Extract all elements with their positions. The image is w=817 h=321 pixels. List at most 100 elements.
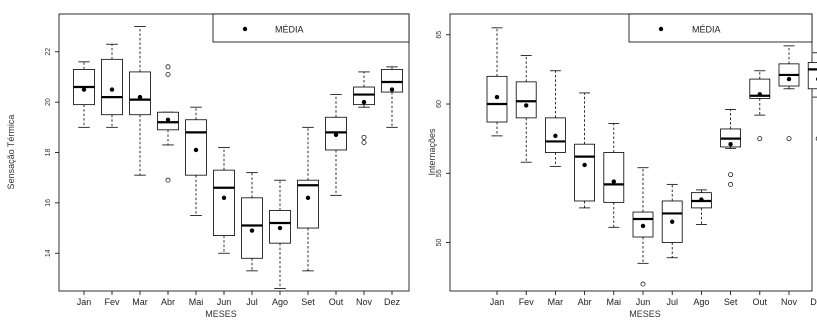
mean-marker [165, 117, 171, 122]
legend-box [212, 13, 410, 43]
x-tick-label: Nov [356, 297, 373, 307]
box-dez [807, 52, 817, 141]
x-tick-label: Jan [77, 297, 92, 307]
x-axis: Jan Fev Mar Abr Mai Jun Jul Ago Set Out Nov Dez [490, 291, 817, 307]
x-tick-label: Abr [161, 297, 175, 307]
x-tick-label: Mai [607, 297, 622, 307]
iqr-box [129, 71, 151, 116]
mean-marker [305, 195, 311, 201]
box-ago [269, 179, 291, 289]
x-tick-label: Jul [666, 297, 678, 307]
mean-marker [728, 141, 733, 147]
iqr-box [353, 86, 375, 106]
x-tick-label: Set [724, 297, 738, 307]
box-set [720, 109, 741, 187]
mean-marker [553, 133, 558, 139]
x-tick-label: Set [301, 297, 315, 307]
box-nov [778, 45, 800, 142]
iqr-box [807, 62, 817, 90]
legend-mean-marker [242, 26, 248, 32]
outlier-point [361, 134, 367, 140]
plot-frame [449, 13, 813, 292]
iqr-box [185, 119, 207, 176]
box-mar [129, 26, 151, 176]
x-tick-label: Mar [548, 297, 564, 307]
box-jun [632, 167, 654, 287]
iqr-box [101, 58, 123, 116]
x-tick-label: Fev [519, 297, 535, 307]
box-mai [185, 106, 207, 216]
y-tick-label: 60 [436, 100, 443, 108]
x-tick-label: Dez [384, 297, 401, 307]
y-tick-label: 14 [45, 249, 52, 257]
x-tick-label: Ago [272, 297, 288, 307]
y-axis-label: Sensação Térmica [6, 115, 16, 190]
boxplot-marks [73, 26, 403, 289]
x-tick-label: Mar [132, 297, 148, 307]
chart-sensacao-termica: MÉDIA MESES Sensação Térmica 1416182022 … [6, 13, 410, 319]
mean-marker [582, 162, 587, 168]
outlier-point [728, 181, 734, 187]
box-jan [486, 27, 508, 137]
plot-frame [58, 13, 410, 292]
mean-marker [137, 94, 143, 100]
iqr-box [603, 152, 625, 203]
box-out [749, 70, 771, 142]
iqr-box [213, 169, 235, 236]
y-tick-label: 65 [436, 31, 443, 39]
iqr-box [749, 78, 771, 99]
outlier-point [757, 136, 763, 142]
y-tick-label: 50 [436, 239, 443, 247]
box-jul [241, 172, 263, 272]
mean-marker [389, 87, 395, 92]
x-axis: Jan Fev Mar Abr Mai Jun Jul Ago Set Out Nov Dez [77, 291, 401, 307]
y-axis-label: Internações [427, 128, 437, 176]
mean-marker [249, 228, 255, 233]
box-abr [157, 64, 179, 183]
y-tick-label: 55 [436, 169, 443, 177]
box-ago [691, 189, 712, 225]
boxplot-marks [486, 27, 817, 287]
box-dez [381, 66, 403, 128]
mean-marker [361, 99, 367, 105]
x-tick-label: Jun [636, 297, 651, 307]
x-tick-label: Ago [693, 297, 709, 307]
mean-marker [277, 225, 283, 231]
y-tick-label: 18 [45, 149, 52, 157]
mean-marker [221, 195, 227, 201]
box-jun [213, 147, 235, 254]
outlier-point [165, 177, 171, 183]
y-tick-label: 16 [45, 199, 52, 207]
x-tick-label: Fev [104, 297, 120, 307]
legend-label: MÉDIA [692, 25, 721, 35]
mean-marker [109, 87, 115, 92]
y-tick-label: 20 [45, 98, 52, 106]
box-jan [73, 61, 95, 128]
x-tick-label: Out [329, 297, 344, 307]
mean-marker [786, 76, 792, 82]
x-tick-label: Mai [189, 297, 204, 307]
outlier-point [165, 64, 171, 70]
x-tick-label: Dez [810, 297, 817, 307]
x-tick-label: Abr [578, 297, 592, 307]
mean-marker [611, 179, 616, 184]
mean-marker [81, 87, 87, 92]
box-mai [603, 123, 625, 228]
outlier-point [786, 136, 792, 142]
legend-mean-marker [658, 26, 664, 32]
y-axis: 50 55 60 65 [436, 31, 450, 247]
box-abr [574, 92, 595, 209]
iqr-box [515, 81, 537, 119]
legend-label: MÉDIA [275, 25, 304, 35]
box-set [297, 126, 319, 272]
mean-marker [494, 94, 500, 100]
x-tick-label: Jun [217, 297, 232, 307]
box-fev [101, 43, 123, 128]
x-tick-label: Out [753, 297, 768, 307]
outlier-point [728, 172, 734, 178]
box-mar [545, 70, 566, 167]
mean-marker [333, 132, 339, 138]
x-tick-label: Jan [490, 297, 505, 307]
box-jul [661, 183, 683, 259]
